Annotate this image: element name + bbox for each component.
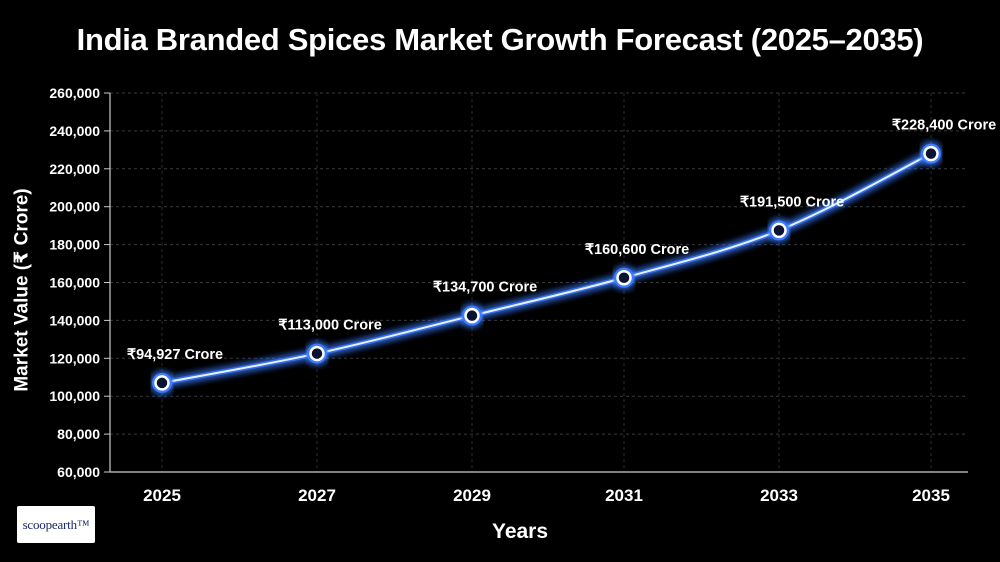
- data-point-glow: [921, 143, 941, 164]
- y-axis-label: Market Value (₹ Crore): [11, 188, 33, 392]
- y-tick-label: 240,000: [49, 123, 100, 139]
- data-label: ₹191,500 Crore: [740, 194, 844, 210]
- data-point: [616, 270, 632, 286]
- data-point-glow: [769, 220, 789, 241]
- y-tick-label: 80,000: [57, 426, 100, 442]
- y-tick-label: 60,000: [57, 464, 100, 480]
- data-point-glow: [614, 267, 634, 288]
- series-line-glow: [161, 151, 933, 386]
- data-point: [771, 222, 787, 239]
- series-line: [161, 151, 933, 386]
- data-point: [923, 145, 939, 162]
- data-label: ₹228,400 Crore: [892, 118, 996, 134]
- data-label: ₹113,000 Crore: [278, 318, 382, 334]
- chart-title: India Branded Spices Market Growth Forec…: [76, 22, 924, 57]
- logo-text: scoopearth™: [22, 516, 90, 532]
- y-tick-label: 260,000: [49, 85, 100, 101]
- x-tick-label: 2029: [453, 486, 491, 505]
- scoopearth-logo: scoopearth™: [17, 506, 95, 543]
- grid-lines: [110, 92, 968, 472]
- x-tick-label: 2035: [912, 486, 950, 505]
- y-tick-labels: 60,000 80,000 100,000 120,000 140,000 160,000…: [49, 85, 100, 480]
- data-label: ₹160,600 Crore: [585, 242, 689, 258]
- y-tick-label: 160,000: [49, 275, 100, 291]
- data-labels: ₹94,927 Crore ₹113,000 Crore ₹134,700 Cror…: [127, 118, 996, 363]
- y-tick-label: 120,000: [49, 350, 100, 366]
- data-label: ₹94,927 Crore: [127, 347, 223, 363]
- x-tick-labels: 2025 2027 2029 2031 2033 2035: [143, 486, 950, 505]
- data-point: [309, 345, 325, 362]
- data-points: [152, 143, 941, 393]
- data-point-glow: [307, 343, 327, 364]
- data-label: ₹134,700 Crore: [433, 280, 537, 296]
- x-tick-label: 2033: [760, 486, 798, 505]
- y-tick-label: 180,000: [49, 237, 100, 253]
- y-tick-label: 140,000: [49, 312, 100, 328]
- x-tick-label: 2027: [298, 486, 336, 505]
- y-tick-label: 200,000: [49, 199, 100, 215]
- series-line-core: [161, 152, 932, 384]
- x-tick-label: 2031: [605, 486, 643, 505]
- data-point-glow: [152, 372, 172, 393]
- data-point-glow: [462, 305, 482, 326]
- axes: [104, 92, 968, 473]
- y-tick-label: 100,000: [49, 388, 100, 404]
- x-tick-label: 2025: [143, 486, 181, 505]
- y-tick-label: 220,000: [49, 161, 100, 177]
- x-axis-label: Years: [491, 520, 549, 543]
- data-point: [464, 307, 480, 324]
- data-point: [154, 375, 170, 391]
